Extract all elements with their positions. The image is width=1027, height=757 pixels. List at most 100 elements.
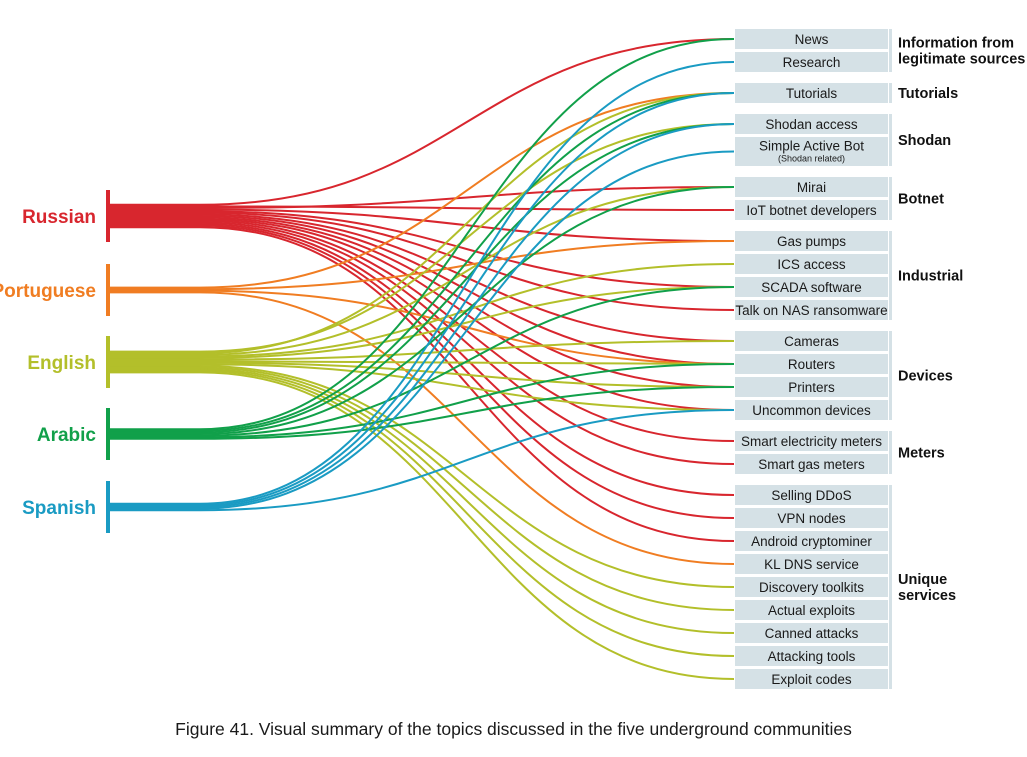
topic-label: Gas pumps [777,234,846,249]
link-arabic-routers [110,363,735,439]
link-arabic-news [110,38,735,431]
group-label: Industrial [898,269,963,285]
group-label: services [898,588,956,604]
links-layer [110,38,735,680]
group-label: Unique [898,572,947,588]
link-english-printers [110,361,735,388]
topic-flow-diagram: Russian Portuguese English Arabic Spanish Ne… [0,29,1025,689]
topic-label: VPN nodes [777,511,846,526]
topic-gas-pumps: Gas pumps [735,231,888,251]
topic-research: Research [735,52,888,72]
topic-box [735,200,888,220]
link-spanish-simple-active-bot [110,150,735,510]
topic-label: Canned attacks [765,626,859,641]
link-russian-printers [110,216,735,388]
link-russian-talk-on-nas-ransomware [110,211,735,311]
topic-box [735,646,888,666]
link-english-discovery-toolkits [110,365,735,588]
topic-mirai: Mirai [735,177,888,197]
topic-news: News [735,29,888,49]
topic-kl-dns-service: KL DNS service [735,554,888,574]
link-russian-smart-gas-meters [110,221,735,465]
topic-label: ICS access [777,257,846,272]
topic-simple-active-bot: Simple Active Bot(Shodan related) [735,137,888,166]
link-portuguese-gas-pumps [110,240,735,291]
group-bracket [889,83,892,103]
language-bar-portuguese [106,264,110,316]
link-arabic-printers [110,386,735,440]
group-bracket [889,231,892,320]
topic-vpn-nodes: VPN nodes [735,508,888,528]
link-spanish-tutorials [110,92,735,507]
group-bracket [889,431,892,474]
topic-box [735,377,888,397]
topic-tutorials: Tutorials [735,83,888,103]
language-label-russian: Russian [22,207,96,228]
topic-sublabel: (Shodan related) [778,154,845,164]
link-russian-mirai [110,186,735,209]
topic-box [735,83,888,103]
topic-smart-electricity-meters: Smart electricity meters [735,431,888,451]
language-label-english: English [27,353,96,374]
language-bar-english [106,336,110,388]
topic-label: IoT botnet developers [746,203,877,218]
group-meters: Meters [889,431,945,474]
topic-box [735,331,888,351]
group-bracket [889,331,892,420]
topic-label: SCADA software [761,280,862,295]
link-english-routers [110,360,735,365]
topic-printers: Printers [735,377,888,397]
group-label: Information from [898,36,1014,52]
topic-label: Actual exploits [768,603,855,618]
link-english-mirai [110,186,735,356]
link-english-cameras [110,340,735,361]
topic-box [735,531,888,551]
group-shodan: Shodan [889,114,951,166]
language-bar-russian [106,190,110,242]
topic-talk-on-nas-ransomware: Talk on NAS ransomware [735,300,888,320]
topic-box [735,400,888,420]
link-spanish-research [110,61,735,505]
group-bracket [889,485,892,689]
link-portuguese-kl-dns-service [110,291,735,565]
topic-box [735,354,888,374]
link-arabic-shodan-access [110,123,735,434]
link-english-scada-software [110,286,735,359]
topic-label: Smart gas meters [758,457,865,472]
group-label: Tutorials [898,86,958,102]
topic-box [735,137,888,166]
link-russian-selling-ddos [110,223,735,496]
topic-box [735,454,888,474]
language-label-spanish: Spanish [22,498,96,519]
group-bracket [889,114,892,166]
topic-uncommon-devices: Uncommon devices [735,400,888,420]
topic-box [735,554,888,574]
link-english-tutorials [110,92,735,355]
topic-box [735,485,888,505]
topic-box [735,52,888,72]
topic-routers: Routers [735,354,888,374]
language-label-portuguese: Portuguese [0,281,96,302]
group-label: Devices [898,369,953,385]
topic-box [735,508,888,528]
topic-ics-access: ICS access [735,254,888,274]
topic-label: Cameras [784,334,839,349]
figure-caption: Figure 41. Visual summary of the topics … [175,719,852,739]
topic-canned-attacks: Canned attacks [735,623,888,643]
topic-label: KL DNS service [764,557,859,572]
group-label: legitimate sources [898,52,1025,68]
link-english-exploit-codes [110,371,735,680]
topic-label: Attacking tools [768,649,856,664]
topic-box [735,600,888,620]
topic-label: Android cryptominer [751,534,872,549]
link-spanish-uncommon-devices [110,409,735,512]
topic-label: Shodan access [765,117,858,132]
topic-label: Simple Active Bot [759,139,864,154]
link-english-actual-exploits [110,366,735,611]
topic-label: Uncommon devices [752,403,871,418]
topic-box [735,623,888,643]
topic-box [735,29,888,49]
language-bar-arabic [106,408,110,460]
